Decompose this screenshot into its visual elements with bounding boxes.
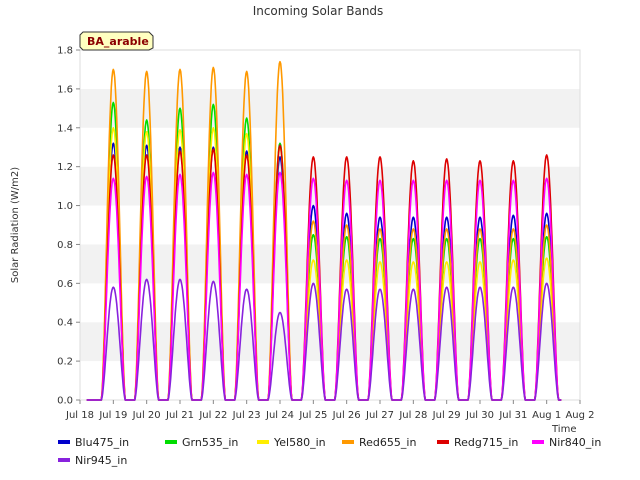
y-tick-label: 1.0 xyxy=(57,201,73,212)
grid-band xyxy=(80,88,580,128)
grid-band xyxy=(80,322,580,362)
y-tick-label: 1.8 xyxy=(57,46,73,57)
grid-band xyxy=(80,205,580,245)
x-axis-label: Time xyxy=(551,424,576,435)
legend-label: Yel580_in xyxy=(273,436,326,449)
legend-swatch xyxy=(165,440,177,444)
y-axis-label: Solar Radiation (W/m2) xyxy=(10,167,21,283)
x-tick-label: Jul 24 xyxy=(265,410,294,421)
site-badge-label: BA_arable xyxy=(87,35,149,48)
x-tick-label: Jul 28 xyxy=(398,410,427,421)
legend-swatch xyxy=(58,440,70,444)
y-tick-label: 0.8 xyxy=(57,240,73,251)
y-tick-label: 0.6 xyxy=(57,279,73,290)
legend-swatch xyxy=(257,440,269,444)
y-axis: 0.0 0.2 0.4 0.6 0.8 1.0 1.2 1.4 1.6 1.8 xyxy=(57,46,80,407)
x-tick-label: Aug 1 xyxy=(532,410,561,421)
chart-title: Incoming Solar Bands xyxy=(253,4,384,18)
x-tick-label: Jul 25 xyxy=(298,410,327,421)
y-tick-label: 0.0 xyxy=(57,396,73,407)
y-tick-label: 0.4 xyxy=(57,318,73,329)
y-tick-label: 0.2 xyxy=(57,357,73,368)
grid-band xyxy=(80,283,580,323)
series-line-nir945_in xyxy=(86,278,562,401)
legend-label: Grn535_in xyxy=(182,436,238,449)
legend-label: Red655_in xyxy=(359,436,416,449)
x-tick-label: Jul 30 xyxy=(465,410,494,421)
grid-band xyxy=(80,50,580,89)
legend-swatch xyxy=(58,458,70,462)
y-tick-label: 1.6 xyxy=(57,84,73,95)
x-tick-label: Jul 31 xyxy=(498,410,527,421)
legend-label: Nir945_in xyxy=(75,454,127,467)
legend-label: Nir840_in xyxy=(549,436,601,449)
grid-band xyxy=(80,361,580,400)
x-tick-label: Jul 23 xyxy=(232,410,261,421)
y-tick-label: 1.2 xyxy=(57,162,73,173)
legend-swatch xyxy=(342,440,354,444)
x-tick-label: Jul 18 xyxy=(65,410,94,421)
legend-label: Blu475_in xyxy=(75,436,129,449)
grid-bands xyxy=(79,49,581,401)
x-tick-label: Jul 26 xyxy=(332,410,361,421)
legend-label: Redg715_in xyxy=(454,436,518,449)
x-tick-label: Jul 20 xyxy=(132,410,161,421)
x-tick-label: Jul 19 xyxy=(98,410,127,421)
x-tick-label: Aug 2 xyxy=(565,410,594,421)
grid-band xyxy=(80,166,580,206)
site-badge: BA_arable xyxy=(79,31,154,51)
x-tick-label: Jul 21 xyxy=(165,410,194,421)
x-tick-label: Jul 29 xyxy=(432,410,461,421)
grid-band xyxy=(80,127,580,167)
legend-swatch xyxy=(437,440,449,444)
y-tick-label: 1.4 xyxy=(57,123,73,134)
x-axis: Jul 18 Jul 19 Jul 20 Jul 21 Jul 22 Jul 23 Jul … xyxy=(65,400,595,421)
grid-band xyxy=(80,244,580,284)
legend-swatch xyxy=(532,440,544,444)
x-tick-label: Jul 27 xyxy=(365,410,394,421)
x-tick-label: Jul 22 xyxy=(198,410,227,421)
legend: Blu475_in Grn535_in Yel580_in Red655_in Redg… xyxy=(58,436,601,467)
plot-area xyxy=(86,60,562,401)
